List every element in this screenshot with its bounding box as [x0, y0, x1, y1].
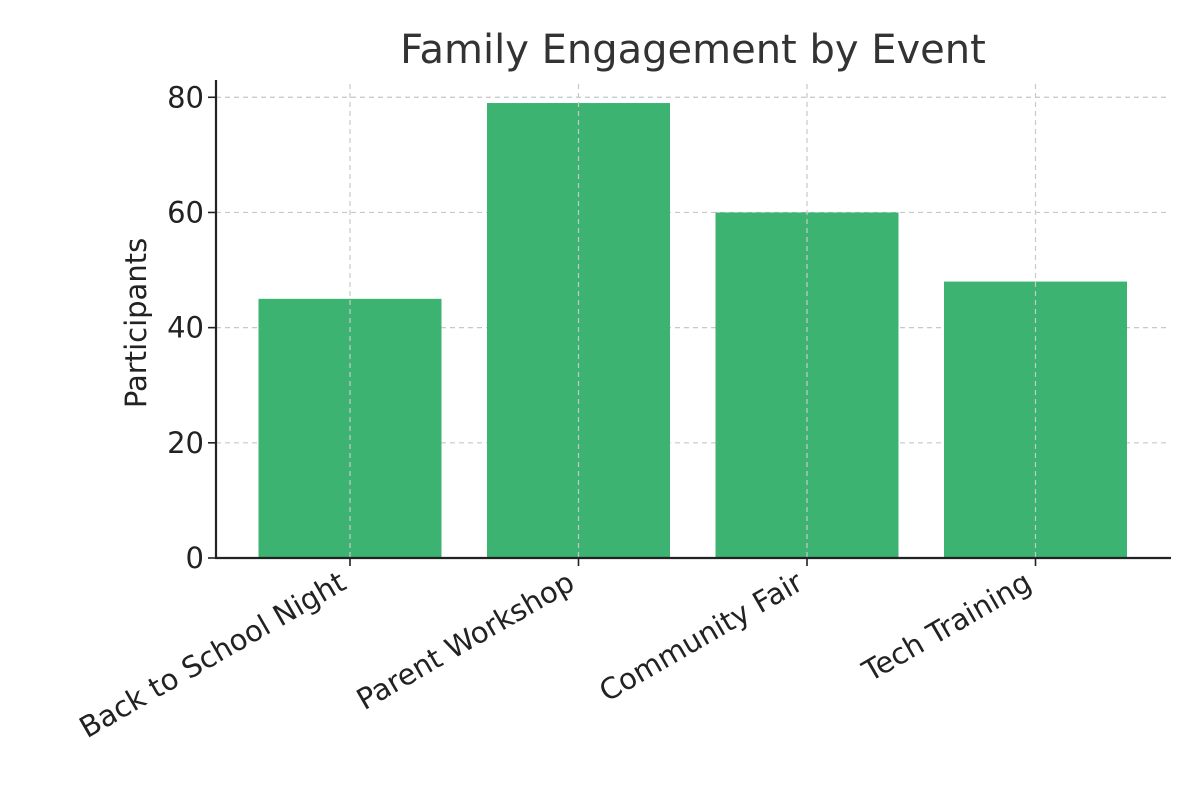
y-tick-label: 80: [167, 80, 204, 114]
bars-layer: [258, 103, 1127, 559]
x-tick-label: Parent Workshop: [351, 565, 580, 717]
y-tick-label: 0: [186, 541, 204, 575]
x-tick-label: Community Fair: [593, 565, 808, 709]
y-tick-label: 20: [167, 426, 204, 460]
x-ticks-layer: Back to School Night Parent Workshop Commu…: [74, 558, 1037, 745]
x-tick-label: Back to School Night: [74, 565, 352, 745]
x-tick-label: Tech Training: [856, 565, 1037, 689]
y-axis-label: Participants: [119, 238, 153, 408]
axes-layer: [214, 80, 1171, 560]
vertical-grid-layer: [349, 84, 1037, 558]
y-ticks-layer: 0 20 40 60 80: [167, 80, 216, 575]
y-tick-label: 40: [167, 311, 204, 345]
chart-title: Family Engagement by Event: [400, 27, 986, 73]
y-tick-label: 60: [167, 195, 204, 229]
